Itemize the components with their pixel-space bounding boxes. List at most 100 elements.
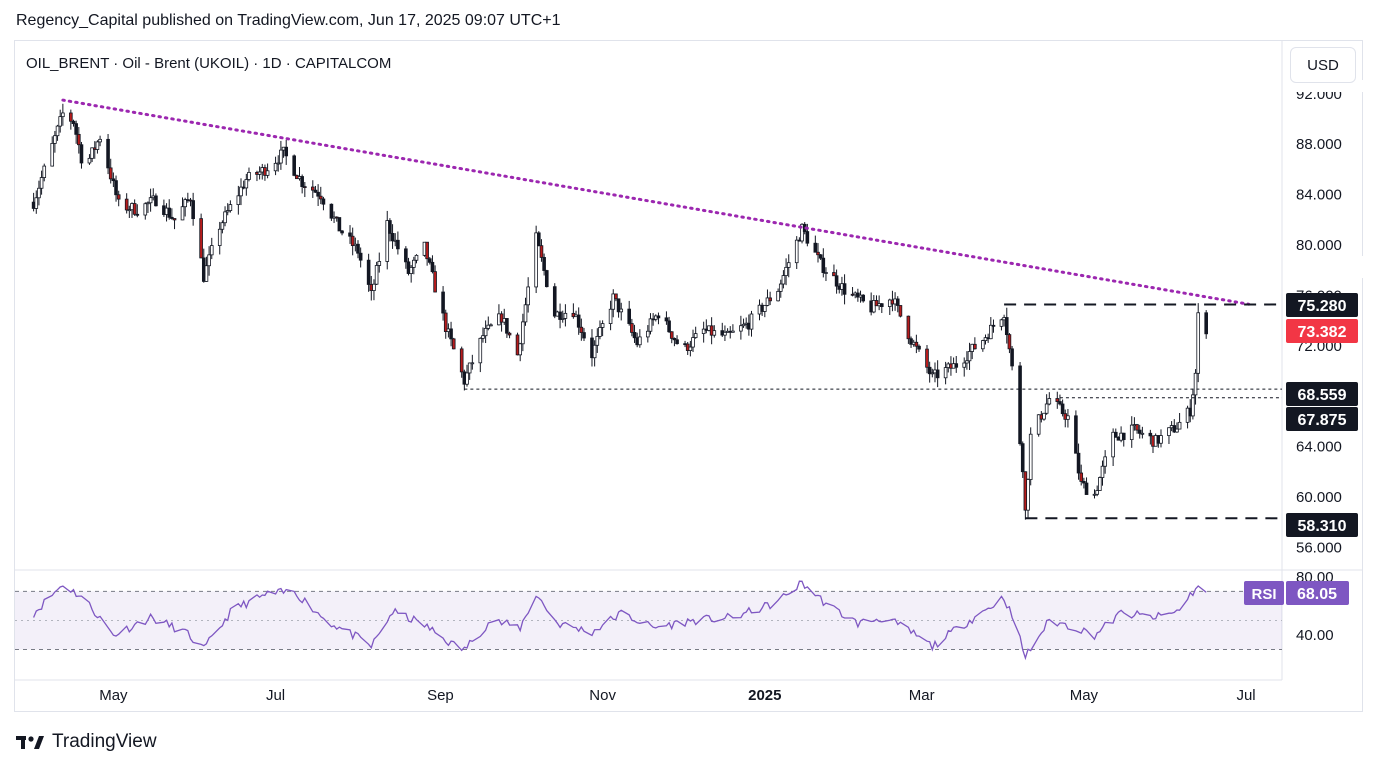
candle-body [927,366,932,375]
candle [507,331,512,339]
candle-body [1103,456,1107,467]
candle [1055,391,1060,409]
candle-body [481,335,485,339]
price-tag-bg [1286,513,1358,537]
candle-body [563,312,568,319]
candle-body [225,210,230,213]
candle-body [1167,427,1171,436]
candle-body [656,315,661,319]
candle [284,139,289,165]
candle-body [172,218,177,221]
candle-body [818,254,823,259]
candle [154,193,158,207]
candle [313,185,318,193]
candle-body [664,317,669,322]
candle [489,323,493,327]
candle-body [55,125,60,137]
candle [377,252,382,273]
candle-body [1121,432,1126,440]
candle [701,321,706,343]
candle [396,231,400,255]
candle-body [98,138,102,143]
candle [1042,412,1046,421]
candle [239,178,243,206]
currency-button[interactable]: USD [1290,47,1356,83]
candle-body [143,203,148,216]
candle-body [989,324,993,340]
candle-body [675,339,679,345]
candle-body [220,222,225,230]
candle [132,199,137,216]
candle-body [943,367,948,379]
candle [321,196,326,211]
candle-body [199,218,203,259]
candle-body [1047,398,1052,405]
candle-body [965,360,969,364]
candle-body [459,348,464,373]
candle [87,154,92,165]
candle [872,295,876,314]
candle-body [667,320,671,333]
candle-body [132,203,137,215]
candle-body [552,286,557,317]
candle-body [404,248,408,263]
candle-body [470,362,475,365]
candle-body [582,332,586,339]
candle [1028,427,1033,486]
tradingview-brand[interactable]: TradingView [16,731,157,753]
candle [1148,429,1153,445]
candle [486,316,491,331]
candle [526,277,530,313]
candle-body [1084,482,1089,495]
candles-group [31,103,1208,520]
candle [630,318,634,337]
candle-body [273,162,278,172]
candle [95,140,100,154]
candle-body [300,176,304,188]
candle-body [414,254,419,261]
candle [433,265,437,293]
candle [223,206,227,227]
candle-body [79,144,84,164]
candle-body [558,311,562,320]
candle [999,318,1004,331]
candle-body [135,213,140,216]
candle-body [741,323,746,327]
candle-body [390,232,395,242]
candle [39,170,44,195]
candle [1111,428,1115,466]
candle [481,327,485,343]
candle [106,133,110,175]
candle [135,204,140,218]
tradingview-logo-icon [16,736,44,749]
candle-body [114,180,118,196]
candle [146,201,150,214]
candle-body [906,315,911,340]
candle-body [374,265,379,285]
candle-body [763,305,767,312]
candle [74,120,78,144]
candle [582,327,586,342]
candle-body [478,337,483,364]
candle-body [1177,421,1182,430]
candle [781,270,786,289]
last-price-tag: 73.382 [1286,319,1358,343]
candle [544,269,549,288]
candle-body [925,348,929,368]
candle [356,240,360,259]
candle [42,163,47,182]
candle [688,340,693,357]
candle [170,208,174,220]
candle-body [544,270,549,288]
candle [37,180,41,206]
candle [279,140,283,170]
candle [664,311,669,325]
candle [116,190,121,207]
candle-body [310,186,315,191]
candle-body [1082,481,1086,484]
price-tag-bg [1286,293,1358,317]
candle-body [228,204,233,211]
candle-body [701,328,706,335]
candle-body [600,323,605,328]
